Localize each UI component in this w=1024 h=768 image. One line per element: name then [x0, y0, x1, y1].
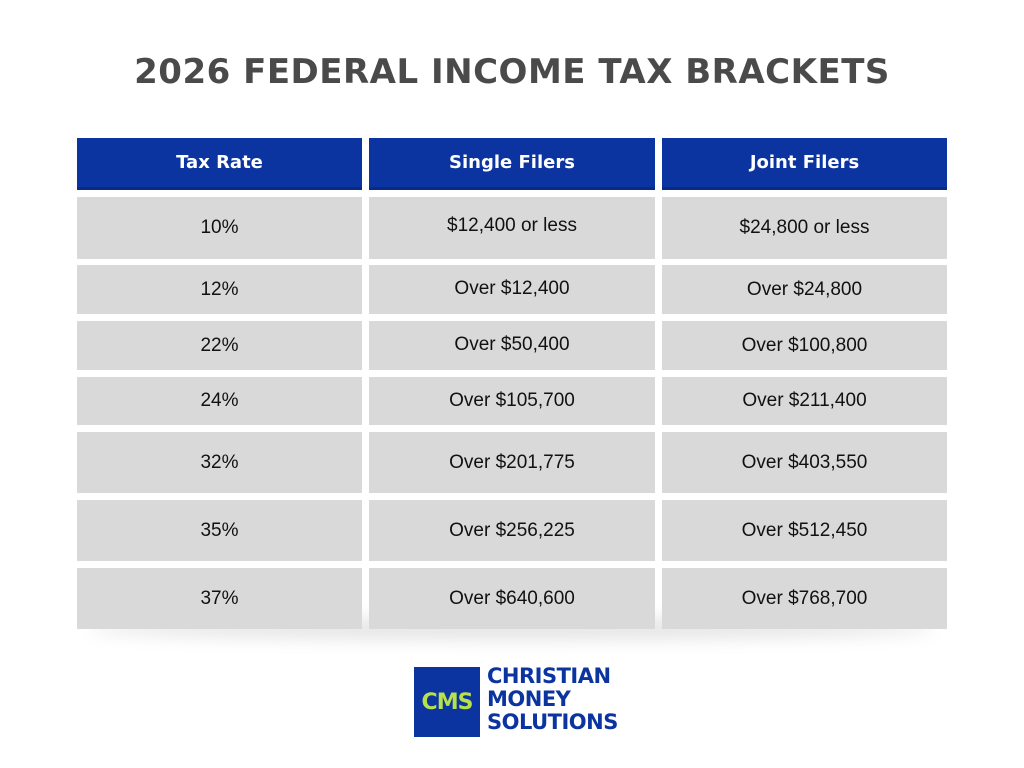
table-cell-single: Over $12,400 [369, 265, 655, 314]
logo-line-money: MONEY [487, 687, 571, 711]
header-tax-rate: Tax Rate [77, 138, 362, 190]
table-cell-rate: 32% [77, 432, 362, 493]
logo-wordmark: CHRISTIAN MONEY SOLUTIONS [487, 664, 618, 734]
table-cell-rate: 24% [77, 377, 362, 425]
table-cell-rate: 22% [77, 321, 362, 370]
table-cell-single: $12,400 or less [369, 197, 655, 259]
header-single-filers: Single Filers [369, 138, 655, 190]
header-joint-filers: Joint Filers [662, 138, 947, 190]
table-cell-joint: Over $512,450 [662, 500, 947, 561]
table-cell-single: Over $50,400 [369, 321, 655, 370]
logo-mark: CMS [414, 667, 480, 737]
table-cell-single: Over $256,225 [369, 500, 655, 561]
logo-line-solutions: SOLUTIONS [487, 710, 618, 734]
table-cell-rate: 37% [77, 568, 362, 629]
cms-logo: CMS CHRISTIAN MONEY SOLUTIONS [414, 664, 618, 737]
table-cell-rate: 12% [77, 265, 362, 314]
table-cell-single: Over $640,600 [369, 568, 655, 629]
table-cell-rate: 35% [77, 500, 362, 561]
logo-line-christian: CHRISTIAN [487, 664, 611, 688]
table-cell-rate: 10% [77, 197, 362, 259]
tax-bracket-table: Tax Rate Single Filers Joint Filers 10% … [77, 138, 947, 629]
table-cell-single: Over $201,775 [369, 432, 655, 493]
table-cell-single: Over $105,700 [369, 377, 655, 425]
table-cell-joint: Over $403,550 [662, 432, 947, 493]
table-cell-joint: Over $24,800 [662, 265, 947, 314]
table-cell-joint: Over $100,800 [662, 321, 947, 370]
page-title: 2026 FEDERAL INCOME TAX BRACKETS [134, 52, 890, 92]
table-cell-joint: $24,800 or less [662, 197, 947, 259]
table-cell-joint: Over $211,400 [662, 377, 947, 425]
table-cell-joint: Over $768,700 [662, 568, 947, 629]
